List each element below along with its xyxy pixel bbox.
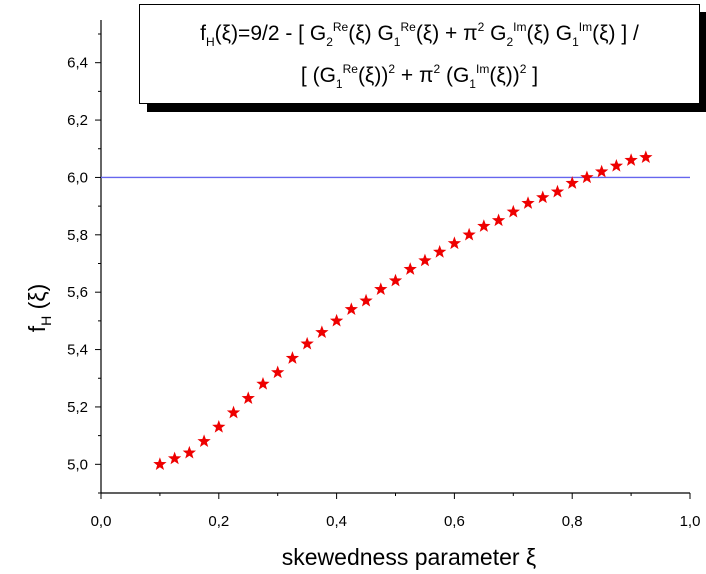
data-point-star bbox=[167, 451, 182, 465]
data-point-star bbox=[462, 227, 476, 241]
title-fragment: ] bbox=[526, 64, 539, 87]
data-point-star bbox=[271, 365, 285, 379]
title-fragment: (ξ)) bbox=[357, 64, 389, 87]
data-point-star bbox=[212, 420, 226, 433]
data-point-star bbox=[153, 457, 167, 470]
y-axis-title-main: f bbox=[24, 325, 50, 332]
title-fragment: (ξ)=9/2 - [ G bbox=[214, 22, 327, 45]
title-fragment: Im bbox=[578, 20, 593, 34]
data-point-star bbox=[491, 213, 506, 227]
y-tick-label: 5,8 bbox=[67, 227, 88, 244]
title-fragment: 2 bbox=[477, 20, 485, 34]
data-point-star bbox=[433, 245, 447, 258]
y-axis-title: fH (ξ) bbox=[24, 284, 54, 333]
y-tick-label: 6,4 bbox=[67, 55, 88, 72]
title-fragment: (ξ) ] / bbox=[592, 22, 639, 45]
title-fragment: (ξ) G bbox=[526, 22, 573, 45]
data-point-star bbox=[329, 313, 344, 327]
title-fragment: Re bbox=[400, 20, 416, 34]
title-line-2: [ (G1Re(ξ))2 + π2 (G1Im(ξ))2 ] bbox=[140, 62, 699, 90]
y-tick-label: 6,2 bbox=[67, 112, 88, 129]
data-point-star bbox=[403, 262, 417, 275]
title-fragment: f bbox=[200, 22, 206, 45]
title-fragment: + π bbox=[395, 64, 434, 87]
data-point-star bbox=[359, 293, 373, 307]
formula-title-box: fH(ξ)=9/2 - [ G2Re(ξ) G1Re(ξ) + π2 G2Im(… bbox=[139, 4, 700, 104]
data-point-star bbox=[550, 184, 565, 198]
data-point-star bbox=[374, 282, 388, 295]
data-points bbox=[153, 150, 653, 470]
title-fragment: 1 bbox=[393, 35, 401, 49]
title-fragment: [ (G bbox=[300, 64, 336, 87]
data-point-star bbox=[624, 153, 638, 166]
x-tick-label: 0,6 bbox=[444, 513, 465, 530]
y-axis-title-subscript: H bbox=[38, 316, 54, 326]
tick-layer: 0,0 0,2 0,4 0,6 0,8 1,0 5,0 5,2 5,4 5,6 5,8 6,0 6,2 6… bbox=[67, 33, 701, 530]
x-tick-label: 1,0 bbox=[680, 513, 701, 530]
title-fragment: 2 bbox=[326, 35, 333, 49]
title-fragment: 2 bbox=[519, 62, 527, 76]
data-point-star bbox=[315, 325, 329, 339]
data-point-star bbox=[506, 204, 520, 218]
title-fragment: 2 bbox=[506, 35, 514, 49]
title-fragment: (ξ) + π bbox=[415, 22, 478, 45]
data-point-star bbox=[182, 445, 197, 459]
y-axis-title-tail: (ξ) bbox=[24, 284, 50, 316]
title-fragment: 1 bbox=[469, 77, 476, 91]
title-fragment: 1 bbox=[335, 77, 343, 91]
data-point-star bbox=[580, 170, 594, 184]
data-point-star bbox=[521, 196, 535, 209]
title-fragment: Re bbox=[342, 62, 358, 76]
data-point-star bbox=[536, 190, 550, 204]
y-tick-label: 5,6 bbox=[67, 284, 88, 301]
title-fragment: 2 bbox=[388, 62, 396, 76]
title-line-1: fH(ξ)=9/2 - [ G2Re(ξ) G1Re(ξ) + π2 G2Im(… bbox=[140, 20, 699, 48]
data-point-star bbox=[418, 253, 432, 267]
data-point-star bbox=[256, 376, 270, 390]
title-fragment: Re bbox=[332, 20, 349, 34]
data-point-star bbox=[300, 336, 314, 350]
x-axis-title: skewedness parameter ξ bbox=[282, 544, 536, 570]
y-tick-label: 5,0 bbox=[67, 456, 88, 473]
title-fragment: H bbox=[206, 35, 215, 49]
data-point-star bbox=[447, 236, 462, 250]
y-tick-label: 5,2 bbox=[67, 399, 88, 416]
data-point-star bbox=[285, 351, 300, 364]
title-fragment: (G bbox=[440, 64, 470, 87]
data-point-star bbox=[344, 302, 358, 316]
data-point-star bbox=[594, 164, 609, 178]
title-fragment: (ξ) G bbox=[348, 22, 394, 45]
x-tick-label: 0,2 bbox=[208, 513, 229, 530]
data-point-star bbox=[226, 405, 241, 419]
x-tick-label: 0,0 bbox=[91, 513, 112, 530]
data-point-star bbox=[639, 150, 653, 164]
title-fragment: Im bbox=[475, 62, 490, 76]
data-point-star bbox=[477, 219, 491, 232]
title-fragment: 2 bbox=[433, 62, 441, 76]
x-tick-label: 0,8 bbox=[562, 513, 583, 530]
data-point-star bbox=[609, 158, 624, 172]
title-fragment: G bbox=[484, 22, 507, 45]
y-tick-label: 6,0 bbox=[67, 169, 88, 186]
title-fragment: (ξ)) bbox=[489, 64, 520, 87]
x-tick-label: 0,4 bbox=[326, 513, 347, 530]
title-fragment: 1 bbox=[572, 35, 579, 49]
data-point-star bbox=[197, 434, 211, 448]
data-point-star bbox=[388, 273, 403, 287]
y-tick-label: 5,4 bbox=[67, 342, 88, 359]
title-fragment: Im bbox=[513, 20, 527, 34]
data-point-star bbox=[565, 176, 579, 189]
data-point-star bbox=[241, 391, 255, 404]
